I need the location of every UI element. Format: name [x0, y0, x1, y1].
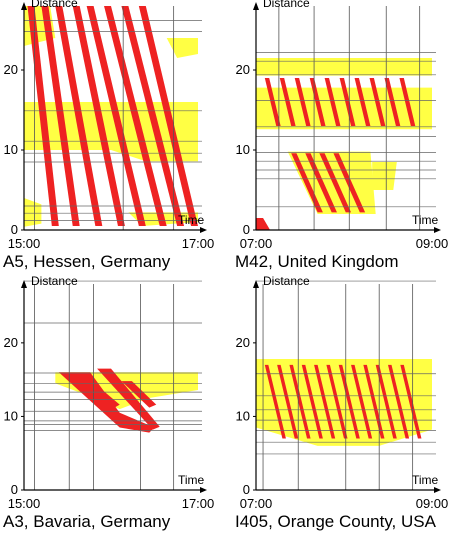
y-axis-arrow — [21, 2, 27, 10]
x-tick-label: 07:00 — [240, 236, 273, 251]
panel-1: 0 10 20 15:00 17:00 Distance Time A5, Hessen, G… — [3, 0, 214, 271]
x-tick-label: 09:00 — [416, 496, 449, 511]
panel-caption: A5, Hessen, Germany — [3, 252, 171, 271]
free-flow-region — [372, 162, 397, 190]
congestion-wave — [72, 6, 125, 226]
x-axis-arrow — [200, 487, 207, 493]
y-tick-label: 10 — [236, 408, 250, 423]
y-axis-label: Distance — [263, 274, 310, 288]
congestion-wave — [104, 6, 167, 226]
y-tick-label: 0 — [11, 482, 18, 497]
congestion-wave — [291, 153, 323, 213]
y-tick-label: 20 — [236, 335, 250, 350]
congestion-wave — [121, 381, 157, 408]
y-tick-label: 10 — [4, 142, 18, 157]
y-axis-arrow — [253, 280, 259, 288]
x-axis-arrow — [434, 487, 441, 493]
y-tick-label: 10 — [4, 408, 18, 423]
y-tick-label: 0 — [11, 222, 18, 237]
y-axis-label: Distance — [31, 274, 78, 288]
congestion-wave — [138, 6, 198, 226]
x-tick-label: 17:00 — [182, 496, 215, 511]
x-axis-label: Time — [178, 213, 205, 227]
panel-3: 0 10 20 15:00 17:00 Distance Time A3, Bavaria, … — [3, 274, 214, 531]
congestion-wave — [319, 153, 352, 213]
free-flow-region — [256, 359, 432, 446]
free-flow-region — [24, 198, 42, 227]
x-tick-label: 07:00 — [240, 496, 273, 511]
congestion-wave — [369, 78, 386, 126]
congestion-wave — [305, 153, 337, 213]
y-axis-arrow — [253, 2, 259, 10]
panel-caption: A3, Bavaria, Germany — [3, 512, 171, 531]
congestion-wave — [279, 78, 296, 126]
congestion-wave — [354, 78, 371, 126]
panel-caption: M42, United Kingdom — [235, 252, 398, 271]
congestion-wave — [384, 78, 401, 126]
x-axis-label: Time — [412, 213, 439, 227]
panel-4: 0 10 20 07:00 09:00 Distance Time I405, Orange … — [235, 274, 448, 531]
congestion-wave — [309, 78, 326, 126]
y-tick-label: 0 — [243, 222, 250, 237]
congestion-wave — [256, 218, 271, 230]
x-axis-arrow — [200, 227, 207, 233]
congestion-wave — [399, 78, 416, 126]
y-tick-label: 20 — [4, 335, 18, 350]
y-axis-arrow — [21, 280, 27, 288]
x-tick-label: 15:00 — [8, 496, 41, 511]
free-flow-region — [256, 58, 432, 76]
congestion-wave — [55, 6, 103, 226]
x-axis-label: Time — [412, 473, 439, 487]
y-tick-label: 20 — [4, 62, 18, 77]
congestion-wave — [86, 6, 146, 226]
y-tick-label: 0 — [243, 482, 250, 497]
x-tick-label: 09:00 — [416, 236, 449, 251]
congestion-wave — [264, 78, 281, 126]
y-axis-label: Distance — [31, 0, 78, 10]
congestion-wave — [58, 372, 155, 433]
x-axis-arrow — [434, 227, 441, 233]
congestion-wave — [121, 6, 185, 226]
y-axis-label: Distance — [263, 0, 310, 10]
congestion-wave — [27, 6, 59, 226]
free-flow-region — [166, 38, 198, 58]
congestion-wave — [294, 78, 311, 126]
congestion-wave — [339, 78, 356, 126]
x-tick-label: 15:00 — [8, 236, 41, 251]
panel-2: 0 10 20 07:00 09:00 Distance Time M42, United K… — [235, 0, 448, 271]
x-tick-label: 17:00 — [182, 236, 215, 251]
y-tick-label: 20 — [236, 62, 250, 77]
congestion-wave — [324, 78, 341, 126]
x-axis-label: Time — [178, 473, 205, 487]
congestion-wave — [97, 368, 160, 430]
panel-caption: I405, Orange County, USA — [235, 512, 437, 531]
congestion-wave — [41, 6, 80, 226]
y-tick-label: 10 — [236, 142, 250, 157]
